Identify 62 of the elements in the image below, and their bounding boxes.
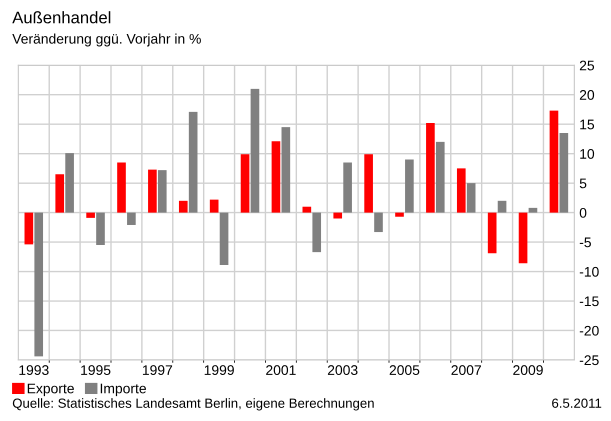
x-tick-label: 1995 [81, 365, 110, 376]
bar [55, 174, 64, 213]
chart-subtitle: Veränderung ggü. Vorjahr in % [12, 34, 201, 46]
bar [560, 133, 568, 213]
x-tick-label: 2007 [451, 365, 481, 376]
bar [498, 200, 506, 213]
y-tick-label: -20 [580, 326, 599, 336]
bar [178, 200, 188, 213]
y-tick-label: 5 [580, 178, 586, 188]
legend-label: Exporte [28, 384, 74, 396]
y-tick-label: 25 [580, 60, 594, 70]
bar [117, 162, 126, 213]
y-tick-label: 0 [580, 208, 586, 218]
bar [426, 123, 435, 213]
text: 6.5.2011 [552, 398, 602, 408]
source-note: Quelle: Statistisches Landesamt Berlin, eigene Berechnungen [12, 398, 374, 410]
x-tick-label: 2009 [513, 365, 543, 376]
x-tick-label: 2005 [390, 365, 420, 376]
y-tick-label: -15 [580, 296, 599, 306]
bar [86, 212, 95, 218]
bar [374, 212, 383, 232]
bar [158, 170, 167, 213]
y-tick-label: 20 [580, 90, 594, 100]
x-tick-label: 1999 [204, 365, 234, 376]
x-tick-label: 1993 [19, 365, 49, 376]
x-tick-label: 1997 [142, 365, 172, 376]
bar [240, 154, 250, 213]
bar [436, 142, 445, 213]
bar [272, 141, 280, 213]
bar [148, 170, 157, 213]
bar [364, 154, 373, 213]
bar [343, 162, 352, 213]
x-tick-label: 2003 [328, 365, 358, 376]
bar [395, 212, 404, 217]
bar [550, 110, 558, 213]
bar [456, 168, 466, 213]
bar [405, 160, 414, 213]
x-tick-label: 2001 [266, 365, 296, 376]
bar [210, 200, 218, 213]
bar [250, 88, 260, 213]
bar [220, 212, 228, 266]
chart-title: Außenhandel [12, 11, 110, 24]
bar [24, 212, 34, 244]
bar [333, 212, 342, 218]
bar [65, 153, 74, 213]
bar [466, 183, 476, 213]
bar [302, 206, 312, 213]
bar [518, 212, 528, 264]
y-tick-label: -25 [580, 355, 599, 366]
bar [188, 112, 198, 213]
bar [488, 212, 496, 254]
bar [34, 212, 44, 356]
y-tick-label: 15 [580, 120, 594, 130]
y-tick-label: -10 [580, 266, 599, 277]
bar [528, 208, 538, 213]
bar [282, 127, 290, 213]
bar [312, 212, 322, 252]
y-tick-label: 10 [580, 149, 594, 159]
bar [127, 212, 136, 225]
y-tick-label: -5 [580, 238, 591, 248]
legend-label: Importe [100, 384, 146, 396]
bar [96, 212, 105, 246]
